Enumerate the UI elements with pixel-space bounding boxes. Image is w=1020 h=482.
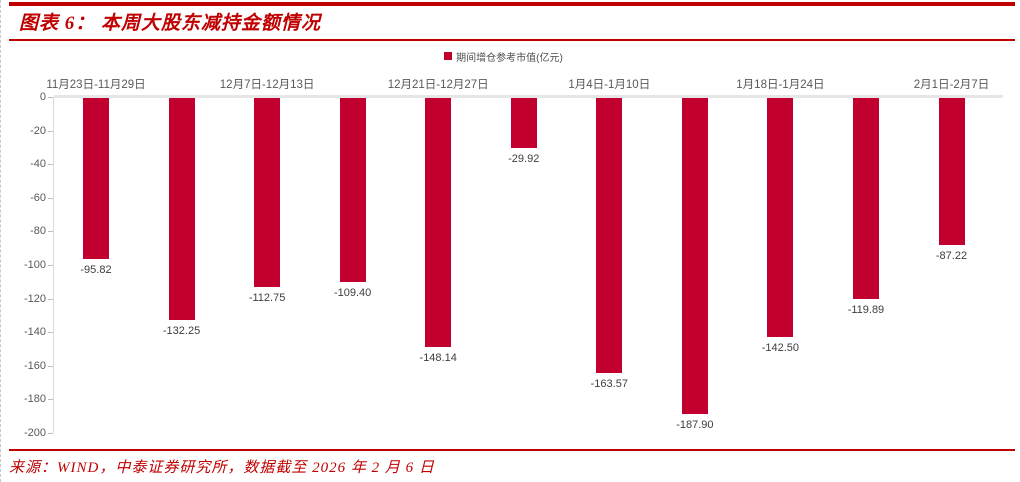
- bar: [83, 98, 109, 259]
- bar-value-label: -87.22: [935, 249, 968, 262]
- title-divider: [9, 39, 1015, 41]
- y-axis-tick: [48, 433, 53, 434]
- bar-value-label: -95.82: [80, 263, 112, 276]
- y-axis-label: -140: [23, 326, 46, 339]
- y-axis-tick: [48, 399, 53, 401]
- bar: [425, 98, 452, 347]
- bar: [681, 98, 708, 414]
- bar-value-label: -142.50: [761, 342, 800, 355]
- bar: [168, 98, 195, 321]
- y-axis-tick: [48, 197, 53, 199]
- y-axis-label: -60: [30, 191, 46, 204]
- y-axis-tick: [48, 298, 53, 300]
- y-axis-tick: [48, 231, 53, 233]
- y-axis-label: -80: [30, 225, 46, 238]
- y-axis-label: -120: [23, 292, 46, 305]
- source-note: 来源：WIND，中泰证券研究所，数据截至 2026 年 2 月 6 日: [9, 460, 435, 476]
- bottom-divider: [9, 449, 1015, 451]
- bar: [852, 98, 879, 300]
- bar: [767, 98, 794, 338]
- bar-value-label: -148.14: [419, 351, 457, 364]
- y-axis-tick: [48, 130, 53, 132]
- y-axis-tick: [48, 164, 53, 166]
- y-axis-label: -160: [23, 359, 46, 372]
- legend-label: 期间增仓参考市值(亿元): [456, 52, 563, 64]
- y-axis-tick: [48, 365, 53, 367]
- legend-marker-icon: [444, 52, 453, 60]
- bar: [510, 98, 537, 149]
- y-axis-tick: [48, 265, 53, 266]
- bar: [938, 98, 965, 245]
- zero-baseline: [54, 95, 1003, 98]
- bar-value-label: -163.57: [590, 377, 628, 390]
- x-axis-label: 1月4日-1月10日: [568, 79, 651, 91]
- y-axis-label: -40: [30, 158, 46, 171]
- y-axis-label: 0: [39, 91, 46, 103]
- y-axis-tick: [48, 332, 53, 334]
- bar: [339, 98, 366, 282]
- bar-value-label: -29.92: [508, 153, 540, 166]
- x-axis-label: 12月21日-12月27日: [387, 79, 489, 91]
- legend: 期间增仓参考市值(亿元): [1, 50, 1006, 64]
- x-axis-label: 2月1日-2月7日: [913, 79, 990, 91]
- bar-value-label: -187.90: [676, 418, 714, 431]
- y-axis-tick: [48, 97, 53, 98]
- bar-value-label: -109.40: [333, 286, 372, 299]
- x-axis-label: 11月23日-11月29日: [46, 79, 146, 91]
- y-axis-label: -200: [23, 427, 46, 439]
- x-axis-label: 12月7日-12月13日: [219, 79, 315, 91]
- y-axis-label: -100: [23, 259, 46, 271]
- bar: [254, 98, 281, 288]
- bar-value-label: -132.25: [162, 325, 201, 338]
- x-axis-label: 1月18日-1月24日: [736, 79, 825, 91]
- bar-value-label: -119.89: [847, 304, 885, 317]
- chart-title: 图表 6： 本周大股东减持金额情况: [19, 13, 322, 34]
- y-axis-label: -180: [23, 393, 46, 406]
- bar: [596, 98, 623, 373]
- y-axis-line: [53, 97, 54, 433]
- y-axis-label: -20: [30, 124, 46, 137]
- bar-value-label: -112.75: [248, 292, 286, 305]
- top-divider: [9, 2, 1015, 6]
